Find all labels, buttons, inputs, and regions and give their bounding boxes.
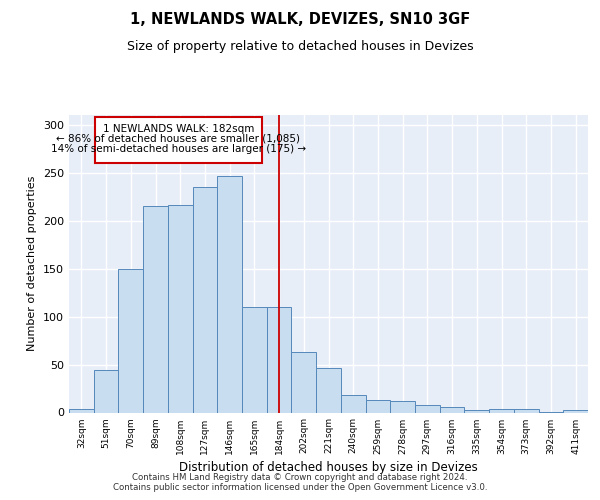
Bar <box>292 352 316 412</box>
Bar <box>217 176 242 412</box>
Text: Size of property relative to detached houses in Devizes: Size of property relative to detached ho… <box>127 40 473 53</box>
Bar <box>94 370 118 412</box>
Text: ← 86% of detached houses are smaller (1,085): ← 86% of detached houses are smaller (1,… <box>56 133 301 143</box>
Bar <box>69 408 94 412</box>
X-axis label: Distribution of detached houses by size in Devizes: Distribution of detached houses by size … <box>179 460 478 473</box>
Bar <box>242 307 267 412</box>
Bar <box>514 408 539 412</box>
Bar <box>365 400 390 412</box>
Bar <box>267 307 292 412</box>
Text: 1 NEWLANDS WALK: 182sqm: 1 NEWLANDS WALK: 182sqm <box>103 124 254 134</box>
Bar <box>440 406 464 412</box>
Bar <box>143 206 168 412</box>
Bar <box>464 410 489 412</box>
Y-axis label: Number of detached properties: Number of detached properties <box>28 176 37 352</box>
Bar <box>390 401 415 412</box>
FancyBboxPatch shape <box>95 117 262 163</box>
Bar <box>316 368 341 412</box>
Text: 14% of semi-detached houses are larger (175) →: 14% of semi-detached houses are larger (… <box>51 144 306 154</box>
Text: 1, NEWLANDS WALK, DEVIZES, SN10 3GF: 1, NEWLANDS WALK, DEVIZES, SN10 3GF <box>130 12 470 28</box>
Bar <box>193 187 217 412</box>
Bar <box>168 205 193 412</box>
Bar <box>489 408 514 412</box>
Bar <box>341 395 365 412</box>
Bar <box>415 405 440 412</box>
Bar <box>118 268 143 412</box>
Text: Contains HM Land Registry data © Crown copyright and database right 2024.
Contai: Contains HM Land Registry data © Crown c… <box>113 473 487 492</box>
Bar <box>563 410 588 412</box>
